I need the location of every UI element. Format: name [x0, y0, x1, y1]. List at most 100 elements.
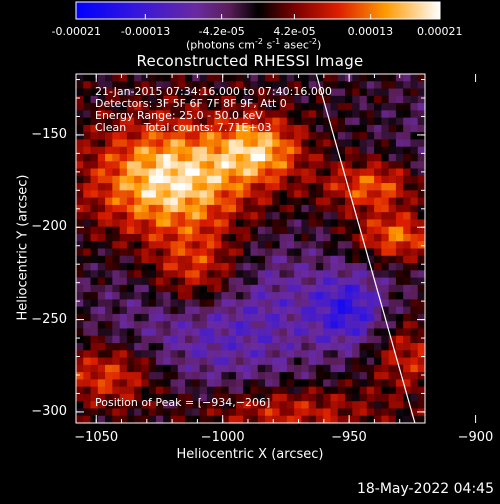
heatmap-cell: [359, 248, 368, 257]
heatmap-cell: [279, 379, 288, 388]
colorbar-tick-label: 0.00013: [347, 25, 394, 38]
heatmap-cell: [148, 386, 157, 395]
heatmap-cell: [112, 343, 121, 351]
heatmap-cell: [185, 343, 193, 351]
heatmap-cell: [192, 124, 201, 133]
heatmap-cell: [134, 226, 143, 235]
heatmap-cell: [301, 386, 310, 395]
heatmap-cell: [177, 124, 186, 133]
heatmap-cell: [177, 197, 186, 206]
heatmap-cell: [395, 197, 404, 206]
heatmap-cell: [417, 183, 425, 191]
heatmap-cell: [206, 132, 215, 141]
heatmap-cell: [148, 124, 157, 133]
heatmap-cell: [243, 146, 252, 155]
heatmap-cell: [359, 313, 368, 322]
heatmap-cell: [126, 372, 135, 380]
heatmap-cell: [148, 233, 157, 242]
heatmap-cell: [286, 233, 295, 242]
heatmap-cell: [76, 379, 84, 388]
heatmap-cell: [97, 350, 106, 359]
heatmap-cell: [301, 103, 310, 111]
heatmap-cell: [228, 168, 237, 177]
heatmap-cell: [265, 233, 273, 242]
heatmap-cell: [366, 95, 375, 104]
heatmap-cell: [417, 81, 425, 90]
heatmap-cell: [134, 74, 143, 82]
heatmap-cell: [345, 299, 353, 308]
heatmap-cell: [323, 277, 332, 286]
heatmap-cell: [301, 212, 310, 221]
heatmap-cell: [177, 226, 186, 235]
heatmap-cell: [301, 95, 310, 104]
heatmap-cell: [148, 175, 157, 184]
heatmap-cell: [214, 306, 223, 315]
heatmap-cell: [345, 306, 353, 315]
heatmap-cell: [155, 343, 164, 351]
heatmap-cell: [126, 277, 135, 286]
heatmap-cell: [228, 146, 237, 155]
heatmap-cell: [170, 146, 179, 155]
heatmap-cell: [90, 219, 99, 228]
heatmap-cell: [374, 110, 382, 119]
heatmap-cell: [337, 139, 346, 148]
heatmap-cell: [374, 81, 382, 90]
heatmap-cell: [214, 233, 223, 242]
heatmap-cell: [417, 219, 425, 228]
heatmap-cell: [97, 190, 106, 199]
heatmap-cell: [141, 263, 150, 271]
heatmap-cell: [374, 270, 382, 279]
heatmap-cell: [359, 153, 368, 162]
heatmap-cell: [199, 212, 208, 221]
heatmap-cell: [83, 161, 92, 170]
heatmap-cell: [83, 168, 92, 177]
heatmap-cell: [119, 233, 128, 242]
heatmap-cell: [105, 95, 113, 104]
heatmap-cell: [323, 364, 332, 373]
heatmap-cell: [279, 139, 288, 148]
heatmap-cell: [366, 277, 375, 286]
heatmap-cell: [308, 132, 317, 141]
heatmap-cell: [90, 379, 99, 388]
heatmap-cell: [126, 168, 135, 177]
heatmap-cell: [76, 161, 84, 170]
heatmap-cell: [206, 219, 215, 228]
heatmap-cell: [83, 393, 92, 402]
heatmap-cell: [388, 183, 397, 191]
heatmap-cell: [235, 110, 244, 119]
heatmap-cell: [352, 408, 361, 417]
heatmap-cell: [97, 284, 106, 293]
heatmap-cell: [272, 284, 281, 293]
heatmap-cell: [185, 161, 193, 170]
heatmap-cell: [250, 306, 259, 315]
heatmap-cell: [97, 321, 106, 330]
heatmap-cell: [323, 357, 332, 366]
heatmap-cell: [148, 343, 157, 351]
heatmap-cell: [286, 372, 295, 380]
heatmap-cell: [126, 401, 135, 410]
heatmap-cell: [243, 343, 252, 351]
heatmap-cell: [279, 248, 288, 257]
heatmap-cell: [345, 124, 353, 133]
heatmap-cell: [301, 124, 310, 133]
heatmap-cell: [279, 292, 288, 300]
heatmap-cells: [76, 74, 425, 423]
heatmap-cell: [301, 263, 310, 271]
heatmap-cell: [294, 88, 302, 97]
heatmap-cell: [163, 313, 172, 322]
heatmap-cell: [374, 299, 382, 308]
heatmap-cell: [337, 190, 346, 199]
heatmap-cell: [97, 328, 106, 337]
heatmap-cell: [374, 357, 382, 366]
heatmap-cell: [374, 95, 382, 104]
heatmap-cell: [221, 190, 230, 199]
heatmap-cell: [403, 321, 412, 330]
heatmap-cell: [192, 132, 201, 141]
heatmap-cell: [228, 241, 237, 250]
heatmap-cell: [90, 81, 99, 90]
heatmap-cell: [214, 117, 223, 126]
heatmap-cell: [265, 153, 273, 162]
heatmap-cell: [337, 393, 346, 402]
heatmap-cell: [170, 350, 179, 359]
heatmap-cell: [163, 88, 172, 97]
